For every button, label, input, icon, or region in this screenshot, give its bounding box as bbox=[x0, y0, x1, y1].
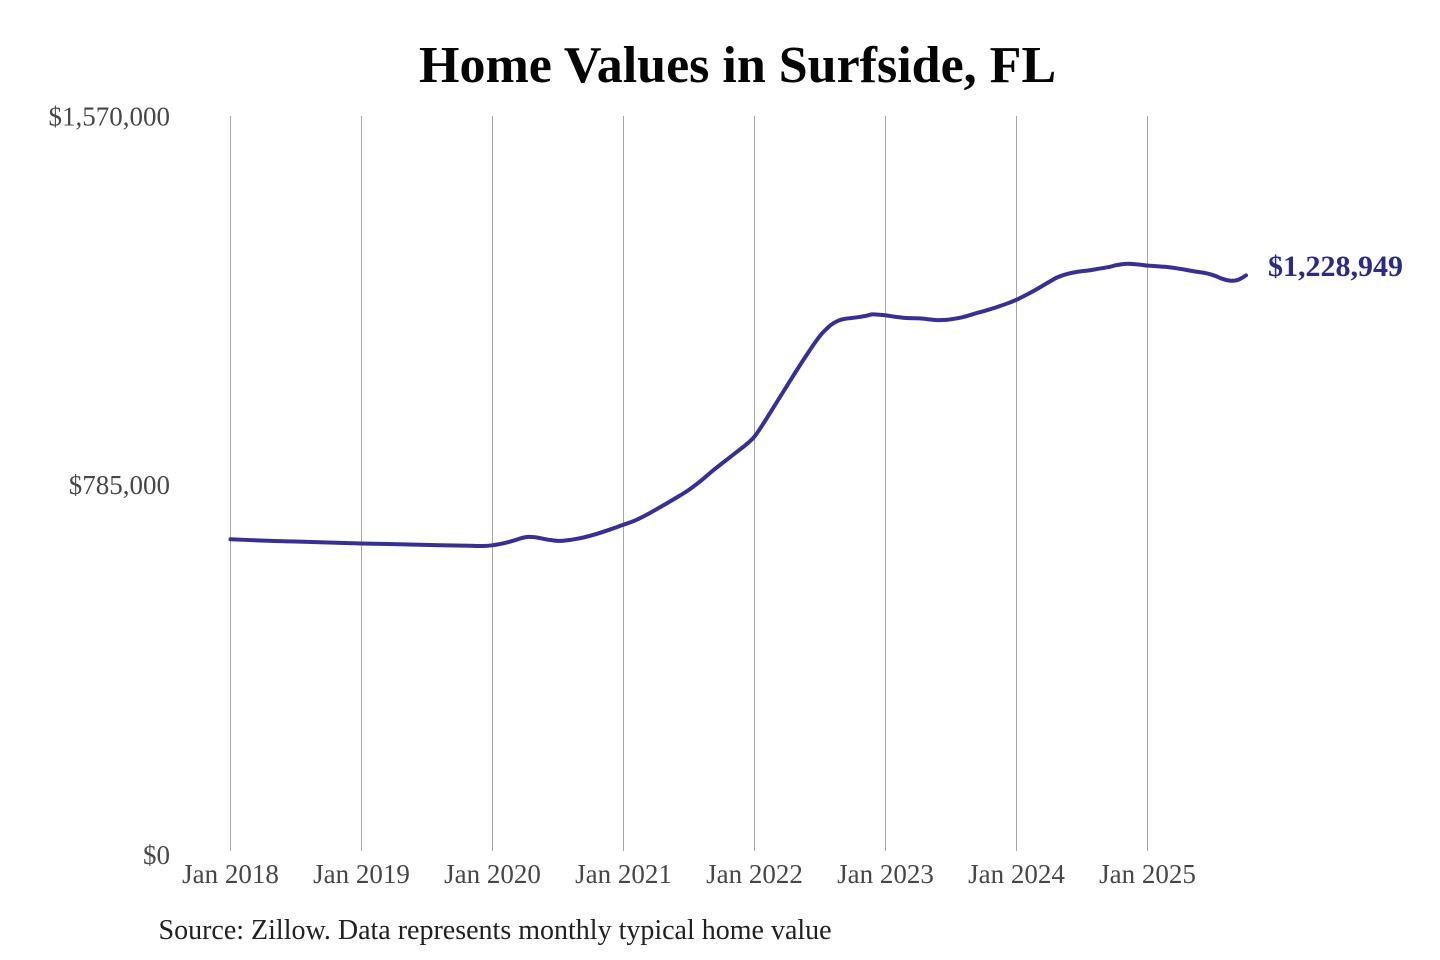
svg-text:Jan 2021: Jan 2021 bbox=[575, 859, 672, 889]
svg-text:Jan 2022: Jan 2022 bbox=[706, 859, 803, 889]
svg-text:$0: $0 bbox=[143, 840, 170, 870]
svg-text:Home Values in Surfside, FL: Home Values in Surfside, FL bbox=[419, 37, 1056, 94]
svg-text:$1,228,949: $1,228,949 bbox=[1268, 250, 1403, 283]
svg-text:Jan 2025: Jan 2025 bbox=[1099, 859, 1196, 889]
svg-text:$1,570,000: $1,570,000 bbox=[49, 101, 171, 131]
svg-text:Jan 2020: Jan 2020 bbox=[444, 859, 541, 889]
svg-text:Jan 2018: Jan 2018 bbox=[182, 859, 279, 889]
svg-text:Jan 2019: Jan 2019 bbox=[313, 859, 410, 889]
svg-text:$785,000: $785,000 bbox=[69, 470, 170, 500]
svg-text:Source: Zillow. Data represent: Source: Zillow. Data represents monthly … bbox=[159, 915, 832, 946]
svg-text:Jan 2024: Jan 2024 bbox=[968, 859, 1065, 889]
svg-text:Jan 2023: Jan 2023 bbox=[837, 859, 934, 889]
